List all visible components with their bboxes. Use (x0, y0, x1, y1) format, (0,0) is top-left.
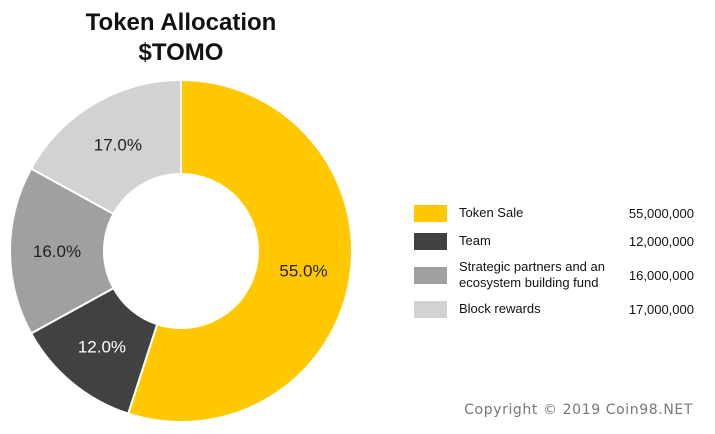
slice-percent-label-block-rewards: 17.0% (94, 135, 142, 154)
legend-label: Strategic partners and an ecosystem buil… (459, 259, 605, 290)
chart-subtitle: $TOMO (138, 39, 224, 66)
legend-swatch-block-rewards (414, 300, 447, 318)
chart-title: Token Allocation (85, 9, 277, 36)
legend-item-block-rewards: Block rewards 17,000,000 (414, 295, 694, 323)
donut-chart: 55.0% 12.0% 16.0% 17.0% (9, 78, 353, 423)
legend: Token Sale 55,000,000 Team 12,000,000 St… (414, 199, 694, 323)
legend-swatch-strategic-partners (414, 266, 447, 284)
legend-swatch-team (414, 232, 447, 250)
copyright-text: Copyright © 2019 Coin98.NET (464, 402, 693, 418)
slice-percent-label-team: 12.0% (78, 338, 126, 357)
legend-value: 17,000,000 (628, 301, 694, 317)
chart-title-block: Token Allocation $TOMO (40, 8, 322, 68)
legend-label: Team (459, 233, 491, 248)
legend-item-strategic-partners: Strategic partners and an ecosystem buil… (414, 255, 694, 295)
slice-percent-label-token-sale: 55.0% (279, 261, 327, 280)
legend-swatch-token-sale (414, 204, 447, 222)
donut-slice-block-rewards (29, 78, 182, 216)
legend-label: Token Sale (459, 205, 524, 220)
donut-slice-token-sale (126, 78, 353, 423)
legend-value: 16,000,000 (628, 267, 694, 283)
legend-value: 55,000,000 (628, 205, 694, 221)
slice-percent-label-strategic-partners: 16.0% (33, 242, 81, 261)
donut-slice-strategic-partners (9, 167, 115, 335)
legend-item-team: Team 12,000,000 (414, 227, 694, 255)
legend-label: Block rewards (459, 301, 541, 316)
legend-item-token-sale: Token Sale 55,000,000 (414, 199, 694, 227)
legend-value: 12,000,000 (628, 233, 694, 249)
